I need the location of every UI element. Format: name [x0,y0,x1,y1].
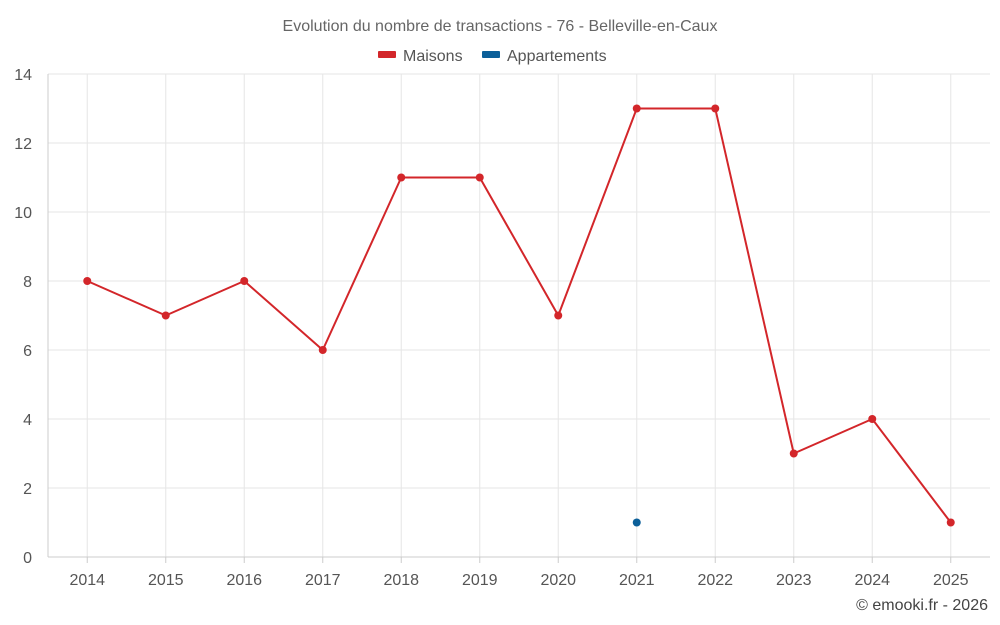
legend-swatch-maisons [378,51,396,58]
data-point-maisons-2019[interactable] [475,173,484,182]
legend-swatch-appartements [482,51,500,58]
y-tick-label: 4 [23,412,32,429]
y-tick-label: 10 [14,205,32,222]
x-tick-label: 2021 [619,572,655,589]
legend-label-maisons: Maisons [403,48,463,65]
series-line-maisons [86,107,952,524]
y-axis-ticks: 0 2 4 6 8 10 12 14 [14,67,32,567]
data-point-maisons-2022[interactable] [711,104,720,113]
data-point-maisons-2017[interactable] [318,346,327,354]
x-tick-label: 2016 [226,572,262,589]
series [83,104,955,527]
x-tick-label: 2019 [462,572,498,589]
data-point-maisons-2014[interactable] [83,277,92,285]
x-tick-label: 2014 [69,572,105,589]
legend-item-maisons[interactable]: Maisons [378,48,463,65]
x-tick-label: 2015 [148,572,184,589]
legend: Maisons Appartements [378,48,607,65]
x-tick-label: 2018 [383,572,419,589]
x-tick-label: 2017 [305,572,341,589]
y-tick-label: 12 [14,136,32,153]
axes [47,74,990,563]
data-point-maisons-2016[interactable] [240,277,249,285]
grid-lines [48,73,990,557]
data-point-maisons-2018[interactable] [397,173,406,182]
data-point-maisons-2020[interactable] [554,311,563,320]
y-tick-label: 14 [14,67,32,84]
data-point-maisons-2025[interactable] [946,518,955,527]
data-point-maisons-2015[interactable] [161,311,170,320]
y-tick-label: 6 [23,343,32,360]
x-axis-ticks: 2014 2015 2016 2017 2018 2019 2020 2021 2022 2023… [69,572,968,589]
y-tick-label: 8 [23,274,32,291]
y-tick-label: 2 [23,481,32,498]
legend-label-appartements: Appartements [507,48,607,65]
series-appartements [632,518,641,527]
data-point-maisons-2023[interactable] [789,449,798,458]
data-point-maisons-2024[interactable] [868,415,877,423]
series-maisons [83,104,955,527]
x-tick-label: 2025 [933,572,969,589]
x-tick-label: 2022 [697,572,733,589]
x-tick-label: 2020 [540,572,576,589]
data-point-appartements-2021[interactable] [632,518,641,527]
credit-text: © emooki.fr - 2026 [856,597,988,614]
x-tick-label: 2023 [776,572,812,589]
chart-title: Evolution du nombre de transactions - 76… [283,18,718,35]
data-point-maisons-2021[interactable] [632,104,641,113]
legend-item-appartements[interactable]: Appartements [482,48,607,65]
y-tick-label: 0 [23,550,32,567]
x-tick-label: 2024 [854,572,890,589]
